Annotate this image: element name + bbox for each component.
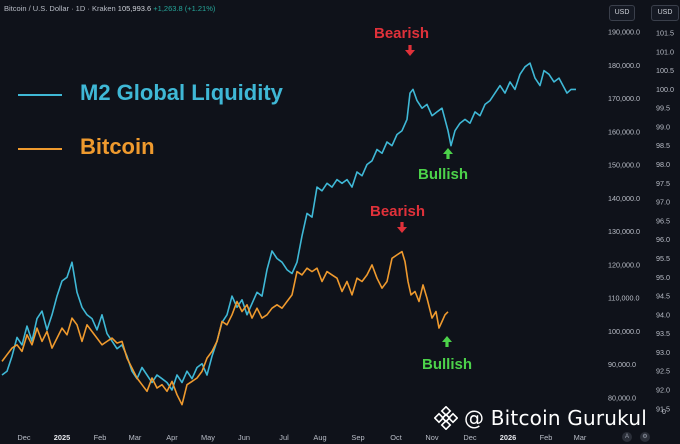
symbol-text: Bitcoin / U.S. Dollar · 1D · Kraken xyxy=(4,4,116,13)
bottom-bearish-arrow-icon-stem xyxy=(400,222,404,228)
x-tick-label: Jun xyxy=(238,433,250,442)
y-tick-usd: 110,000.0 xyxy=(608,294,639,303)
x-tick-label: Dec xyxy=(17,433,30,442)
y-tick-usd: 120,000.0 xyxy=(608,260,640,269)
y-tick-m2-bottom: 0 xyxy=(662,407,666,416)
x-tick-label: Feb xyxy=(94,433,107,442)
top-bearish-arrow-icon-stem xyxy=(408,45,412,51)
m2-legend-swatch xyxy=(18,94,62,96)
y-tick-m2: 101.0 xyxy=(656,47,674,56)
series-line-m2 xyxy=(1,62,576,391)
top-bullish-arrow-icon-stem xyxy=(446,153,450,159)
y-tick-m2: 93.5 xyxy=(656,329,670,338)
y-tick-m2: 96.5 xyxy=(656,216,670,225)
y-tick-m2: 95.5 xyxy=(656,254,670,263)
y-tick-m2: 94.0 xyxy=(656,310,670,319)
y-tick-m2: 94.5 xyxy=(656,292,670,301)
bottom-bullish-arrow-icon-stem xyxy=(445,341,449,347)
y-tick-usd: 180,000.0 xyxy=(608,61,640,70)
y-tick-usd: 150,000.0 xyxy=(608,161,640,170)
y-tick-m2: 92.5 xyxy=(656,367,670,376)
auto-scale-button[interactable]: A xyxy=(622,432,632,442)
x-tick-label: Sep xyxy=(351,433,364,442)
y-tick-usd: 100,000.0 xyxy=(608,327,640,336)
x-tick-label: Dec xyxy=(463,433,476,442)
x-tick-label: May xyxy=(201,433,215,442)
bottom-bullish-arrow-icon xyxy=(442,336,452,342)
top-bullish-arrow-icon xyxy=(443,148,453,154)
x-tick-label: Apr xyxy=(166,433,178,442)
y-tick-usd: 140,000.0 xyxy=(608,194,640,203)
y-tick-m2: 92.0 xyxy=(656,386,670,395)
bottom-bearish-label: Bearish xyxy=(370,203,426,220)
x-tick-label: Feb xyxy=(540,433,553,442)
y-tick-m2: 97.0 xyxy=(656,198,670,207)
y-tick-m2: 93.0 xyxy=(656,348,670,357)
x-tick-label: Oct xyxy=(390,433,402,442)
settings-icon[interactable]: ⚙ xyxy=(640,432,650,442)
x-tick-label: Nov xyxy=(425,433,438,442)
currency-badge-left[interactable]: USD xyxy=(609,5,635,21)
bitcoin-legend-label: Bitcoin xyxy=(80,134,155,159)
chart-header: Bitcoin / U.S. Dollar · 1D · Kraken 105,… xyxy=(4,4,215,13)
y-tick-usd: 170,000.0 xyxy=(608,94,640,103)
y-tick-m2: 100.0 xyxy=(656,85,674,94)
y-tick-usd: 160,000.0 xyxy=(608,127,640,136)
y-tick-m2: 98.5 xyxy=(656,141,670,150)
x-tick-label: Mar xyxy=(129,433,142,442)
y-tick-m2: 97.5 xyxy=(656,179,670,188)
x-tick-label: Mar xyxy=(574,433,587,442)
watermark-text: @ Bitcoin Gurukul xyxy=(464,406,647,430)
x-tick-label: Aug xyxy=(313,433,326,442)
bottom-bearish-arrow-icon xyxy=(397,227,407,233)
watermark: @ Bitcoin Gurukul xyxy=(434,404,647,432)
y-tick-usd: 80,000.0 xyxy=(608,394,636,403)
y-tick-m2: 99.5 xyxy=(656,104,670,113)
x-tick-label: Jul xyxy=(279,433,289,442)
y-tick-m2: 99.0 xyxy=(656,122,670,131)
currency-badge-right[interactable]: USD xyxy=(651,5,679,21)
top-bullish-label: Bullish xyxy=(418,166,469,183)
x-tick-label: 2025 xyxy=(54,433,70,442)
binance-logo-icon xyxy=(434,406,458,430)
y-tick-usd: 190,000.0 xyxy=(608,28,640,37)
y-tick-m2: 98.0 xyxy=(656,160,670,169)
change-text: +1,263.8 (+1.21%) xyxy=(153,4,216,13)
y-tick-usd: 130,000.0 xyxy=(608,227,640,236)
y-tick-m2: 100.5 xyxy=(656,66,674,75)
bottom-bullish-label: Bullish xyxy=(422,356,473,373)
top-bearish-arrow-icon xyxy=(405,50,415,56)
top-bearish-label: Bearish xyxy=(374,25,430,42)
y-tick-m2: 95.0 xyxy=(656,273,670,282)
y-tick-m2: 101.5 xyxy=(656,29,674,38)
bitcoin-legend-swatch xyxy=(18,148,62,150)
y-tick-usd: 90,000.0 xyxy=(608,360,636,369)
price-text: 105,993.6 xyxy=(117,4,152,13)
x-tick-label: 2026 xyxy=(500,433,516,442)
y-tick-m2: 96.0 xyxy=(656,235,670,244)
y-tick-m2: 91.5 xyxy=(656,404,670,413)
series-line-bitcoin xyxy=(1,250,449,406)
m2-legend-label: M2 Global Liquidity xyxy=(80,80,283,105)
